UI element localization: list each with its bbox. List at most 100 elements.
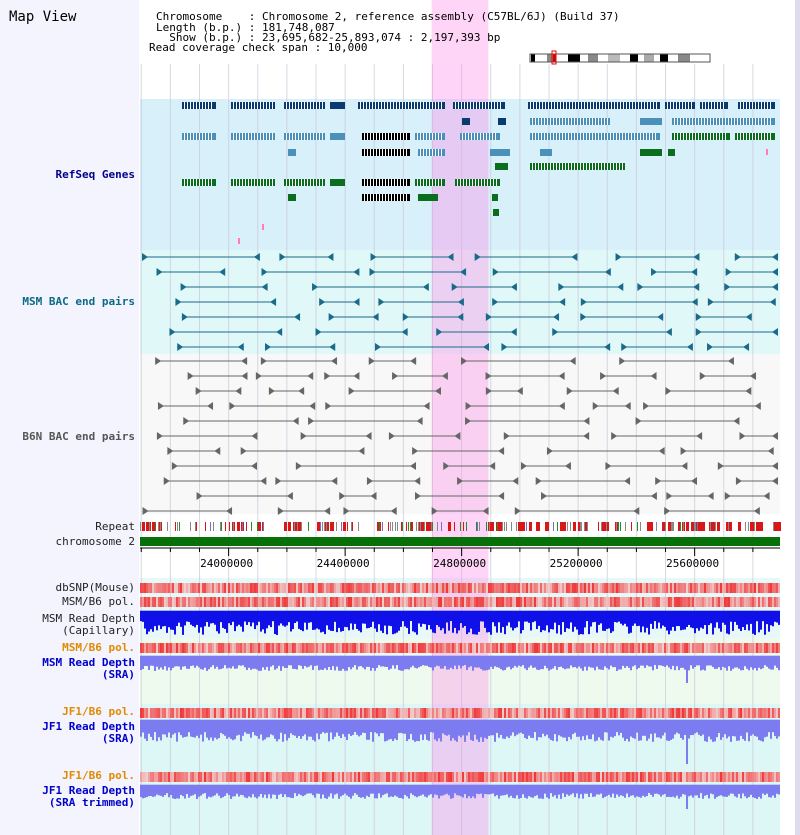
msm-b6-pol-sra-bar [420, 643, 422, 653]
jf1-depth-trimmed-bar [538, 785, 540, 799]
msm-b6-pol-bar [720, 597, 722, 607]
msm-b6-pol-bar [762, 597, 764, 607]
track-label-msm-b6-pol-sra[interactable]: MSM/B6 pol. [62, 641, 135, 654]
repeat-element [578, 522, 581, 531]
msm-b6-pol-bar [412, 597, 414, 607]
exon-gap [470, 102, 471, 109]
msm-depth-capillary-bar [262, 611, 264, 630]
msm-b6-pol-bar [310, 597, 312, 607]
msm-depth-capillary-bar [254, 611, 256, 630]
jf1-depth-sra-bar [716, 720, 718, 738]
dbsnp-bar [736, 583, 738, 593]
jf1-b6-pol-trimmed-bar [700, 772, 702, 782]
exon-gap [647, 102, 648, 109]
exon-gap [674, 133, 675, 140]
jf1-b6-pol-bar [692, 708, 694, 718]
exon-gap [489, 133, 490, 140]
msm-b6-pol-sra-bar [154, 643, 156, 653]
track-label-repeat[interactable]: Repeat [95, 520, 135, 533]
exon-gap [373, 133, 374, 140]
track-label-chromosome[interactable]: chromosome 2 [55, 535, 135, 548]
track-label-dbsnp[interactable]: dbSNP(Mouse) [55, 581, 135, 594]
jf1-b6-pol-trimmed-bar [444, 772, 446, 782]
dbsnp-bar [486, 583, 488, 593]
bac-end-marker [658, 447, 665, 455]
jf1-b6-pol-bar [396, 708, 398, 718]
jf1-b6-pol-trimmed-bar [502, 772, 504, 782]
msm-depth-sra-bar [570, 656, 572, 666]
track-label-jf1-depth-trimmed[interactable]: JF1 Read Depth (SRA trimmed) [42, 784, 135, 809]
track-label-msm-bac[interactable]: MSM BAC end pairs [22, 295, 135, 308]
exon-gap [641, 102, 642, 109]
msm-depth-sra-bar [622, 656, 624, 666]
msm-b6-pol-sra-bar [300, 643, 302, 653]
jf1-b6-pol-trimmed-bar [336, 772, 338, 782]
dbsnp-bar [552, 583, 554, 593]
msm-depth-capillary-bar [344, 611, 346, 627]
msm-depth-sra-bar [390, 656, 392, 669]
jf1-depth-trimmed-bar [710, 785, 712, 794]
msm-b6-pol-sra-bar [714, 643, 716, 653]
msm-b6-pol-sra-bar [208, 643, 210, 653]
jf1-b6-pol-bar [586, 708, 588, 718]
msm-depth-capillary-bar [570, 611, 572, 623]
jf1-depth-trimmed-bar [676, 785, 678, 796]
exon-gap [607, 118, 608, 125]
bac-end-marker [175, 298, 182, 306]
repeat-element [524, 522, 525, 531]
jf1-depth-trimmed-bar [228, 785, 230, 796]
jf1-depth-trimmed-bar [486, 785, 488, 795]
dbsnp-bar [638, 583, 640, 593]
track-label-msm-depth-capillary[interactable]: MSM Read Depth (Capillary) [42, 612, 135, 637]
dbsnp-bar [396, 583, 398, 593]
dbsnp-bar [722, 583, 724, 593]
jf1-b6-pol-trimmed-bar [290, 772, 292, 782]
track-label-jf1-depth-sra[interactable]: JF1 Read Depth (SRA) [42, 720, 135, 745]
track-label-b6n-bac[interactable]: B6N BAC end pairs [22, 430, 135, 443]
track-label-msm-b6-pol[interactable]: MSM/B6 pol. [62, 595, 135, 608]
msm-b6-pol-sra-bar [318, 643, 320, 653]
exon-gap [610, 133, 611, 140]
msm-b6-pol-bar [202, 597, 204, 607]
jf1-depth-trimmed-bar [422, 785, 424, 795]
msm-depth-capillary-bar [374, 611, 376, 629]
dbsnp-bar [668, 583, 670, 593]
msm-b6-pol-bar [586, 597, 588, 607]
jf1-b6-pol-bar [240, 708, 242, 718]
dbsnp-bar [482, 583, 484, 593]
bac-end-marker [416, 417, 423, 425]
repeat-element [570, 522, 571, 531]
msm-depth-capillary-bar [694, 611, 696, 634]
jf1-depth-sra-bar [752, 720, 754, 735]
bac-end-marker [295, 462, 302, 470]
bac-end-marker [392, 372, 399, 380]
msm-b6-pol-sra-bar [234, 643, 236, 653]
jf1-depth-sra-bar [228, 720, 230, 738]
jf1-b6-pol-trimmed-bar [540, 772, 542, 782]
msm-depth-capillary-bar [726, 611, 728, 634]
exon-gap [269, 102, 270, 109]
track-label-msm-depth-sra[interactable]: MSM Read Depth (SRA) [42, 656, 135, 681]
msm-b6-pol-sra-bar [322, 643, 324, 653]
bac-end-marker [753, 507, 760, 515]
msm-b6-pol-sra-bar [244, 643, 246, 653]
track-label-jf1-b6-pol-trimmed[interactable]: JF1/B6 pol. [62, 769, 135, 782]
msm-b6-pol-bar [534, 597, 536, 607]
jf1-b6-pol-trimmed-bar [370, 772, 372, 782]
msm-b6-pol-bar [506, 597, 508, 607]
dbsnp-bar [528, 583, 530, 593]
track-label-jf1-b6-pol[interactable]: JF1/B6 pol. [62, 705, 135, 718]
dbsnp-bar [600, 583, 602, 593]
track-label-refseq[interactable]: RefSeq Genes [55, 168, 135, 181]
exon-gap [366, 102, 367, 109]
jf1-b6-pol-trimmed-bar [210, 772, 212, 782]
msm-b6-pol-sra-bar [722, 643, 724, 653]
exon-gap [562, 163, 563, 170]
msm-depth-sra-bar [268, 656, 270, 671]
jf1-depth-sra-bar [384, 720, 386, 742]
dbsnp-bar [716, 583, 718, 593]
msm-b6-pol-sra-bar [506, 643, 508, 653]
jf1-b6-pol-trimmed-bar [280, 772, 282, 782]
jf1-b6-pol-bar [486, 708, 488, 718]
